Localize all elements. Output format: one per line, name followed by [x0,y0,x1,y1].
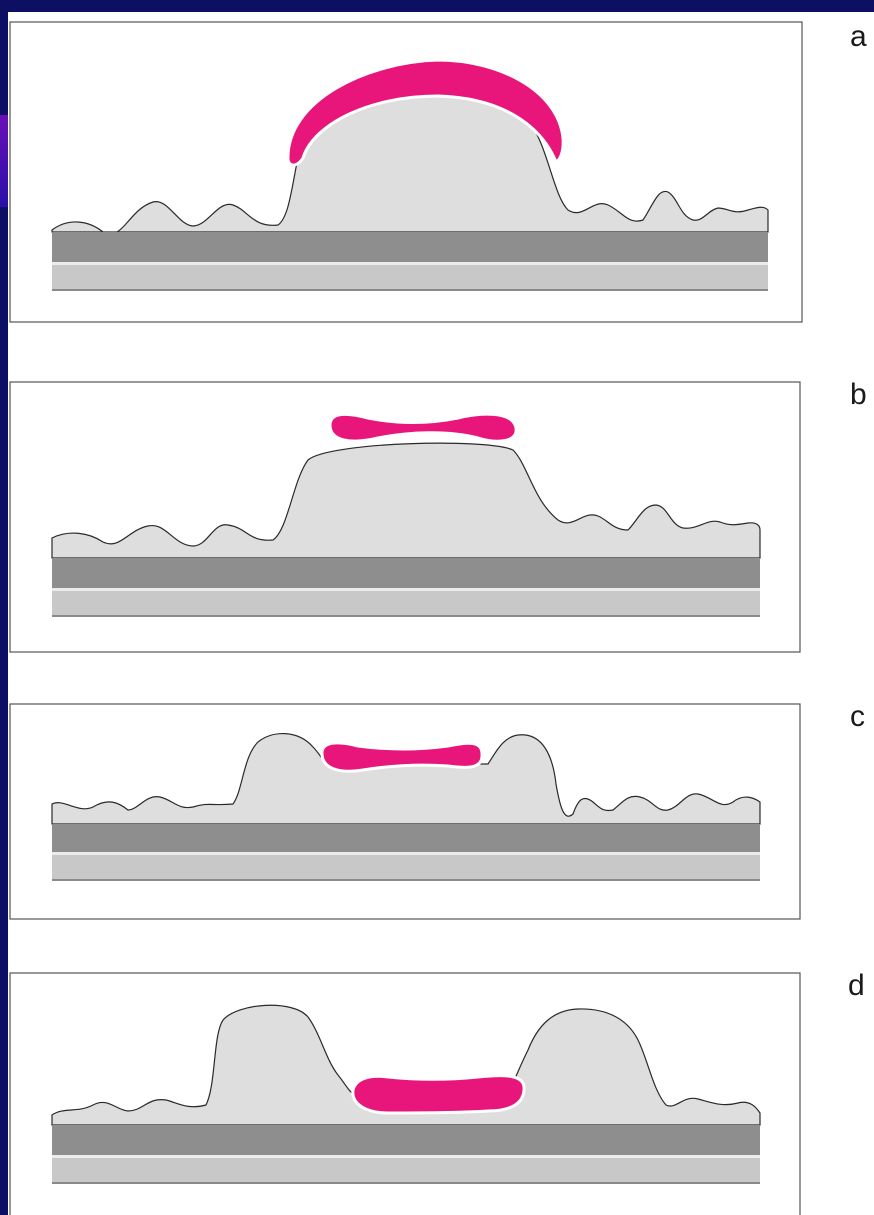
panel-a-dark-band [52,232,768,262]
panel-c-separator [52,852,760,855]
panel-d-highlight-layer [351,1074,526,1115]
frame-accent [0,115,8,207]
panel-a-separator [52,262,768,265]
panel-b: b [8,380,867,655]
panel-d: d [8,965,865,1215]
panel-c-tissue [51,732,761,825]
panel-b-tissue [51,442,761,559]
panel-c-label: c [850,700,865,733]
panel-c-illustration [9,703,801,920]
panel-b-dark-band [52,558,760,588]
panel-c: c [8,702,865,924]
panel-b-label: b [850,378,867,411]
panel-a-label: a [850,20,867,53]
frame-left-border [0,0,8,1215]
panel-a-light-band [52,265,768,289]
panel-c-dark-band [52,824,760,852]
panel-b-highlight-layer [328,412,518,443]
panel-d-tissue [51,1004,761,1126]
panel-b-illustration [9,381,801,653]
panel-d-separator [52,1155,760,1158]
panel-c-light-band [52,855,760,879]
panel-d-dark-band [52,1125,760,1155]
panel-a-illustration [9,21,803,323]
panel-b-separator [52,588,760,591]
panel-d-light-band [52,1158,760,1182]
panel-c-highlight-layer [320,741,484,773]
panel-a: a [8,20,867,325]
panel-d-label: d [848,969,865,1002]
panel-b-light-band [52,591,760,615]
panel-a-highlight-layer [286,58,565,167]
panel-d-illustration [9,972,801,1215]
frame-top-border [0,0,874,12]
